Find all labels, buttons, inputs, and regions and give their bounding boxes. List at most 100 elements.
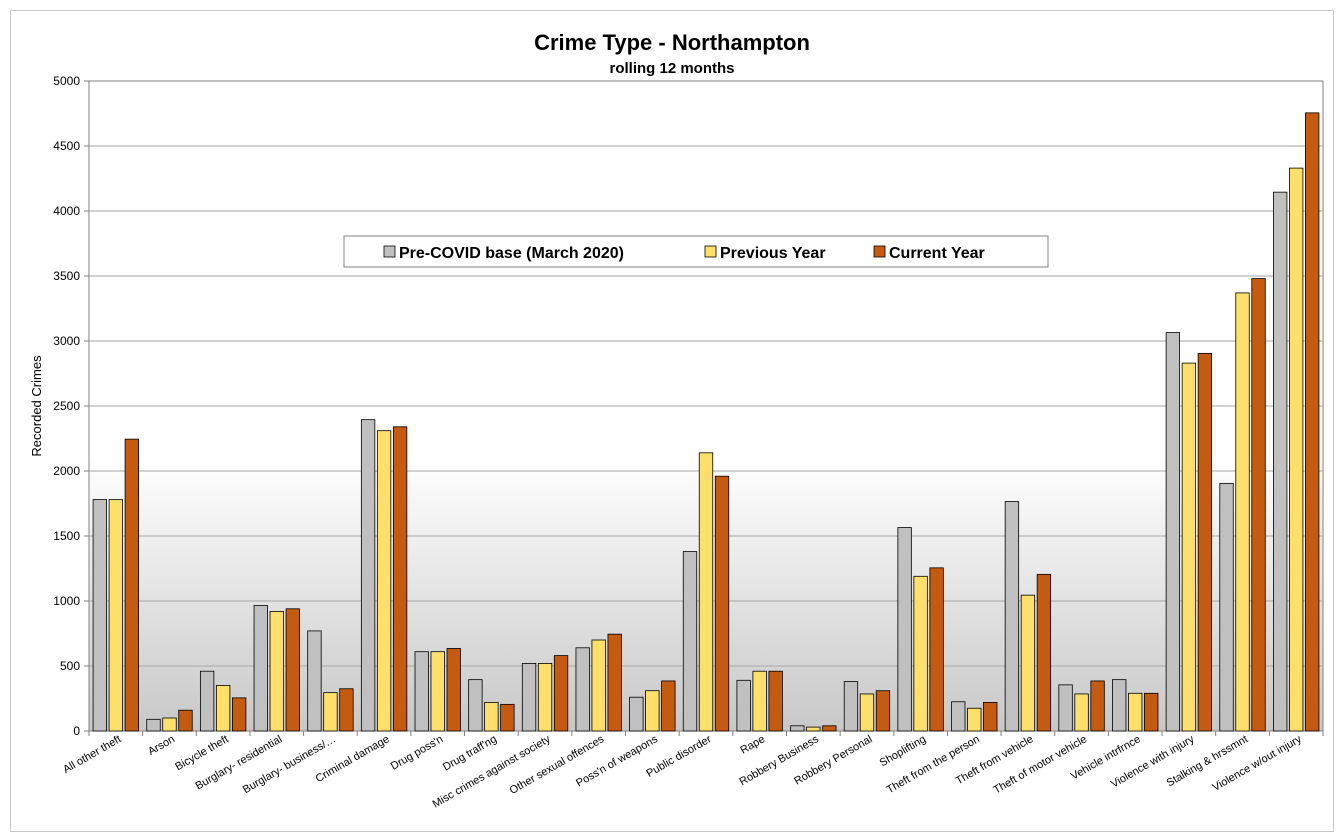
bar [178, 709, 193, 732]
bar [146, 718, 161, 732]
bar [1251, 278, 1266, 732]
legend-entry: Current Year [889, 245, 985, 262]
bar [360, 419, 376, 732]
legend-swatch [873, 245, 886, 258]
bar [967, 707, 982, 732]
bar [269, 611, 284, 732]
bar [736, 679, 751, 732]
bar [1181, 362, 1197, 732]
x-tick-label: Other sexual offences [508, 733, 607, 797]
y-tick-label: 1500 [53, 529, 80, 543]
bar-chart: Crime Type - Northampton rolling 12 mont… [29, 30, 1324, 811]
legend-entry: Previous Year [720, 245, 826, 262]
bar [376, 430, 392, 732]
bar [162, 717, 177, 732]
bar [537, 663, 553, 732]
bar [339, 688, 354, 732]
bar [1090, 680, 1105, 732]
x-tick-label: Arson [146, 733, 177, 758]
bar [392, 426, 408, 732]
bar [199, 670, 215, 732]
x-tick-label: Shoplifting [878, 733, 928, 769]
bar [1074, 693, 1089, 732]
y-tick-label: 0 [73, 724, 80, 738]
bar [414, 651, 429, 732]
bar [629, 696, 644, 732]
y-tick-label: 5000 [53, 74, 80, 88]
legend: Pre-COVID base (March 2020) Previous Year… [343, 235, 1049, 268]
y-tick-label: 4000 [53, 204, 80, 218]
bar [575, 647, 590, 732]
bar [253, 605, 268, 732]
bar [484, 702, 499, 732]
chart-subtitle: rolling 12 months [609, 60, 734, 77]
bar [843, 681, 859, 732]
bar [553, 655, 569, 732]
bar [682, 551, 698, 732]
y-tick-label: 2500 [53, 399, 80, 413]
legend-box [343, 235, 1049, 268]
bar [1305, 112, 1320, 732]
y-axis-label: Recorded Crimes [29, 355, 44, 457]
bar [430, 651, 445, 732]
legend-entry: Pre-COVID base (March 2020) [399, 245, 624, 262]
bar [875, 690, 891, 732]
legend-swatch [704, 245, 717, 258]
bar [1058, 684, 1073, 732]
bar [913, 575, 928, 732]
x-tick-label: Theft from the person [885, 733, 982, 796]
y-axis-ticks: 0 500 1000 1500 2000 2500 3000 3500 4000 4500 5000 [53, 74, 89, 738]
y-tick-label: 500 [60, 659, 80, 673]
bar [1235, 292, 1250, 732]
bar [822, 725, 837, 732]
bar [1219, 482, 1234, 732]
bar [1289, 167, 1304, 732]
bar [1197, 352, 1213, 732]
bar [1128, 692, 1143, 732]
bar [124, 438, 139, 732]
bar [897, 527, 912, 732]
bar [446, 648, 461, 732]
bar [1112, 679, 1127, 732]
bar [1273, 191, 1288, 732]
bar [521, 663, 537, 732]
bar [768, 670, 783, 732]
x-tick-label: Violence w/out injury [1210, 733, 1304, 794]
bar [1004, 501, 1020, 732]
y-tick-label: 3000 [53, 334, 80, 348]
y-tick-label: 3500 [53, 269, 80, 283]
bar [951, 701, 966, 732]
bar [983, 702, 998, 732]
bar [1020, 594, 1036, 732]
legend-swatch [383, 245, 396, 258]
x-tick-label: Rape [738, 733, 767, 757]
bars [92, 112, 1320, 732]
bar [929, 567, 944, 732]
bar [714, 475, 730, 732]
chart-frame: Crime Type - Northampton rolling 12 mont… [10, 10, 1334, 832]
x-tick-label: Theft of motor vehicle [991, 733, 1089, 796]
bar [806, 726, 821, 732]
y-tick-label: 1000 [53, 594, 80, 608]
bar [323, 692, 338, 732]
bar [661, 680, 676, 732]
bar [468, 679, 483, 732]
x-tick-label: Drug poss'n [389, 733, 446, 773]
bar [607, 633, 622, 732]
bar [285, 608, 300, 732]
bar [859, 693, 875, 732]
bar [1144, 692, 1159, 732]
y-tick-label: 2000 [53, 464, 80, 478]
bar [790, 725, 805, 732]
chart-title: Crime Type - Northampton [534, 30, 810, 55]
x-tick-label: All other theft [61, 733, 123, 776]
bar [92, 499, 107, 732]
bar [752, 670, 767, 732]
bar [1036, 573, 1052, 732]
x-tick-label: Burglary- business/… [241, 733, 338, 796]
bar [215, 685, 231, 732]
bar [698, 452, 714, 732]
bar [231, 697, 247, 732]
bar [108, 499, 123, 732]
